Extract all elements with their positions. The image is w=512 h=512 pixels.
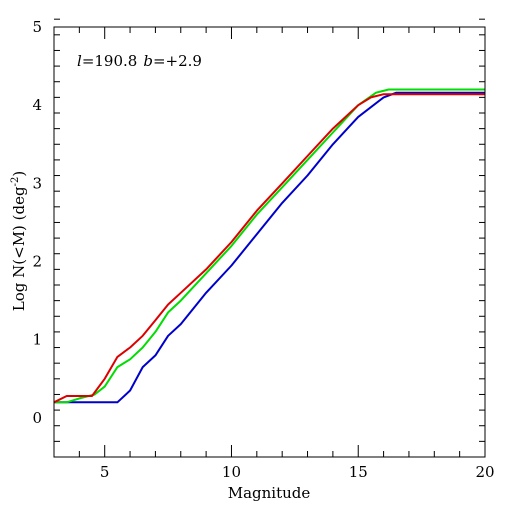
y-axis-label-suffix: )	[10, 171, 28, 177]
l-value: =190.8	[82, 52, 138, 70]
y-tick-label: 1	[32, 331, 42, 349]
plot-annotation: l=190.8 b=+2.9	[77, 52, 202, 70]
y-tick-label: 2	[32, 253, 42, 271]
y-tick-label: 5	[32, 18, 42, 36]
x-tick-label: 20	[475, 463, 494, 481]
x-axis-label: Magnitude	[228, 484, 311, 502]
y-axis-label: Log N(<M) (deg-2)	[10, 171, 28, 311]
series-line-3	[53, 93, 485, 404]
x-tick-label: 10	[222, 463, 241, 481]
series-lines	[53, 88, 485, 404]
y-axis-label-exponent: -2	[10, 177, 21, 187]
plot-frame	[53, 26, 486, 458]
tick-labels: 5 10 15 20 0 1 2 3 4 5	[32, 18, 494, 481]
l-symbol: l	[77, 52, 82, 70]
y-tick-label: 3	[32, 174, 42, 192]
y-tick-label: 4	[32, 96, 42, 114]
series-line-1	[54, 91, 485, 404]
y-axis-label-prefix: Log N(<M) (deg	[10, 186, 28, 311]
y-tick-label: 0	[32, 409, 42, 427]
x-tick-label: 5	[100, 463, 110, 481]
b-value: =+2.9	[153, 52, 202, 70]
b-symbol: b	[143, 52, 153, 70]
x-tick-label: 15	[349, 463, 368, 481]
